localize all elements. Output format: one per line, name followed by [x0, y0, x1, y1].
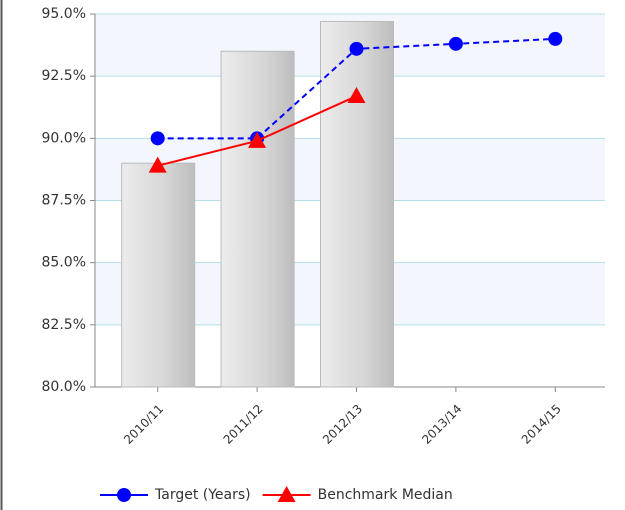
y-tick-label: 80.0%	[42, 379, 86, 395]
point	[248, 131, 267, 148]
legend-label: Target (Years)	[154, 487, 251, 503]
legend-marker	[117, 488, 131, 502]
point	[347, 87, 366, 104]
x-tick-label: 2014/15	[519, 402, 564, 447]
bar	[320, 20, 394, 388]
point	[548, 31, 563, 46]
x-tick-label: 2010/11	[121, 402, 166, 447]
y-tick-label: 87.5%	[42, 193, 86, 209]
point	[150, 131, 165, 146]
y-tick-label: 92.5%	[42, 68, 86, 84]
legend-marker	[277, 486, 296, 502]
x-tick-label: 2013/14	[419, 402, 464, 447]
point	[448, 36, 463, 51]
x-tick-label: 2012/13	[320, 402, 365, 447]
y-tick-label: 82.5%	[42, 317, 86, 333]
y-tick-label: 95.0%	[42, 6, 86, 22]
y-tick-label: 85.0%	[42, 255, 86, 271]
x-tick-label: 2011/12	[221, 402, 266, 447]
point	[148, 156, 167, 173]
y-tick-label: 90.0%	[42, 130, 86, 146]
bar	[220, 50, 295, 388]
bar	[121, 162, 196, 388]
point	[349, 41, 364, 56]
legend-label: Benchmark Median	[318, 487, 453, 503]
